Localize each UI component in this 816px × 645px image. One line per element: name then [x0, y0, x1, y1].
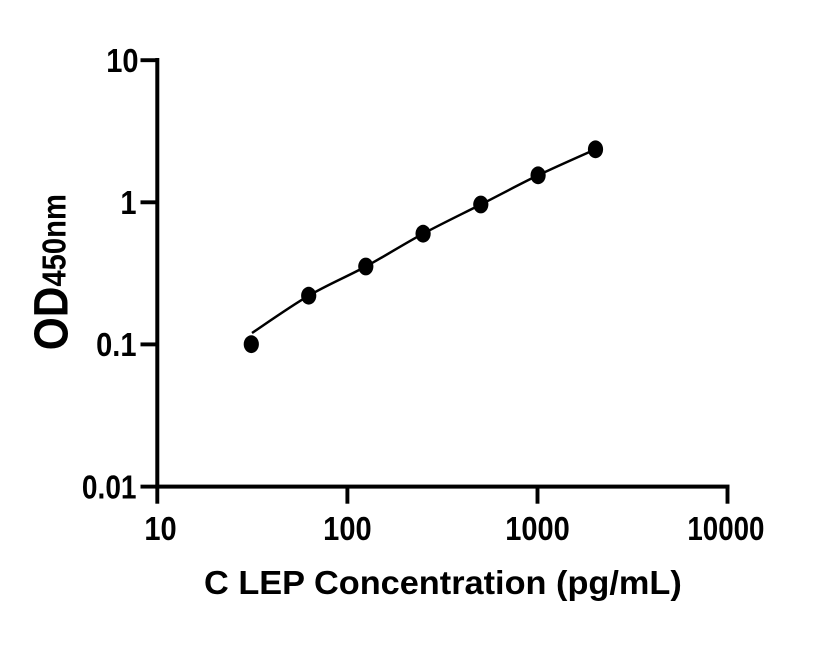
svg-text:100: 100: [323, 510, 371, 547]
svg-text:10000: 10000: [687, 511, 764, 548]
svg-text:1: 1: [120, 184, 136, 221]
svg-text:10: 10: [106, 42, 138, 79]
svg-text:C LEP Concentration (pg/mL): C LEP Concentration (pg/mL): [204, 566, 682, 602]
svg-text:1000: 1000: [505, 510, 570, 547]
svg-text:10: 10: [144, 510, 176, 547]
svg-text:0.01: 0.01: [82, 469, 137, 506]
svg-text:0.1: 0.1: [96, 326, 136, 363]
